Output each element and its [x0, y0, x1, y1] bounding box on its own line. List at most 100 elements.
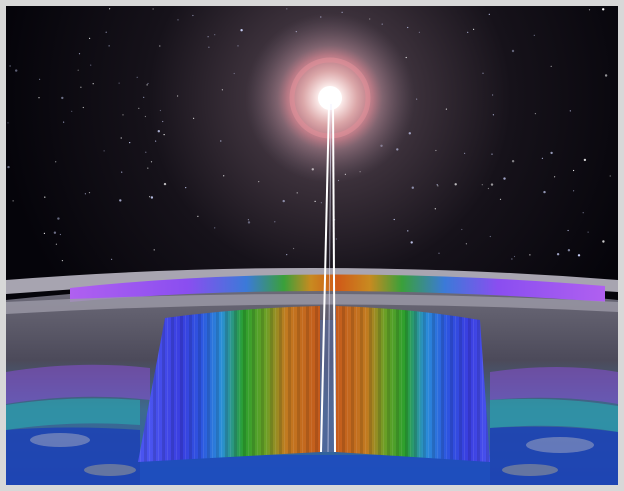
star: [208, 46, 210, 48]
star: [436, 184, 438, 186]
star: [588, 9, 591, 11]
star: [487, 187, 489, 190]
star: [258, 181, 260, 183]
star: [609, 175, 611, 177]
star: [491, 153, 493, 155]
star: [286, 254, 288, 256]
star: [143, 96, 145, 98]
star: [274, 221, 276, 223]
star: [577, 254, 581, 257]
star: [464, 152, 466, 154]
star: [61, 96, 64, 100]
star: [583, 158, 587, 162]
star: [296, 192, 298, 194]
star: [43, 232, 46, 234]
star: [118, 82, 120, 84]
star: [7, 165, 10, 169]
star: [162, 120, 164, 123]
star: [61, 260, 64, 262]
star: [84, 193, 86, 195]
star: [556, 253, 560, 256]
star: [604, 74, 608, 77]
star: [407, 26, 409, 29]
star: [237, 45, 239, 47]
star: [147, 82, 149, 85]
starfield: [7, 8, 611, 262]
star: [567, 249, 571, 252]
star: [488, 13, 490, 15]
star: [511, 49, 515, 53]
star: [221, 89, 223, 91]
star: [569, 110, 571, 112]
star: [153, 249, 155, 251]
star: [554, 176, 556, 178]
star: [513, 255, 516, 258]
star: [587, 231, 589, 233]
star: [573, 190, 575, 192]
star: [177, 95, 179, 97]
star: [111, 258, 113, 260]
star: [121, 171, 123, 173]
star: [407, 230, 409, 232]
star: [381, 23, 383, 25]
star: [119, 199, 122, 202]
star: [240, 29, 243, 32]
star: [192, 14, 194, 17]
star: [573, 169, 575, 172]
star: [582, 212, 584, 214]
star: [193, 117, 195, 119]
star: [55, 161, 57, 163]
star: [489, 235, 491, 238]
star: [44, 196, 46, 198]
star: [146, 84, 148, 86]
star: [437, 185, 439, 187]
star: [82, 106, 84, 109]
star: [39, 78, 41, 80]
star: [103, 150, 105, 152]
star: [90, 64, 92, 66]
star: [335, 238, 337, 240]
star: [71, 110, 73, 112]
star: [105, 31, 107, 33]
star: [314, 200, 316, 202]
star: [341, 11, 343, 13]
star: [55, 243, 58, 245]
star: [159, 45, 161, 47]
star: [177, 19, 179, 21]
star: [92, 83, 94, 85]
star: [461, 228, 463, 231]
star: [454, 183, 457, 186]
star: [149, 196, 151, 198]
star: [207, 36, 209, 38]
star: [223, 175, 225, 177]
star: [159, 109, 161, 112]
sun-ring: [289, 57, 371, 139]
star: [408, 132, 411, 135]
star: [59, 233, 62, 236]
sun-core: [318, 86, 342, 110]
star: [438, 252, 440, 254]
star: [602, 240, 605, 243]
star: [77, 69, 79, 71]
star: [144, 115, 146, 118]
star: [533, 34, 535, 36]
star: [411, 186, 414, 189]
star: [467, 31, 469, 33]
star: [147, 167, 149, 169]
star: [435, 149, 437, 152]
spectral-band: [70, 274, 605, 302]
earth-patches: [6, 364, 618, 485]
star: [109, 8, 111, 10]
star: [473, 28, 475, 30]
star: [492, 94, 494, 96]
star: [405, 56, 407, 59]
star: [155, 140, 157, 142]
star: [511, 258, 513, 260]
star: [490, 183, 494, 186]
lower-limb-band: [6, 294, 618, 314]
star: [89, 37, 91, 40]
star: [482, 72, 484, 74]
star: [445, 108, 447, 110]
star: [122, 114, 124, 116]
